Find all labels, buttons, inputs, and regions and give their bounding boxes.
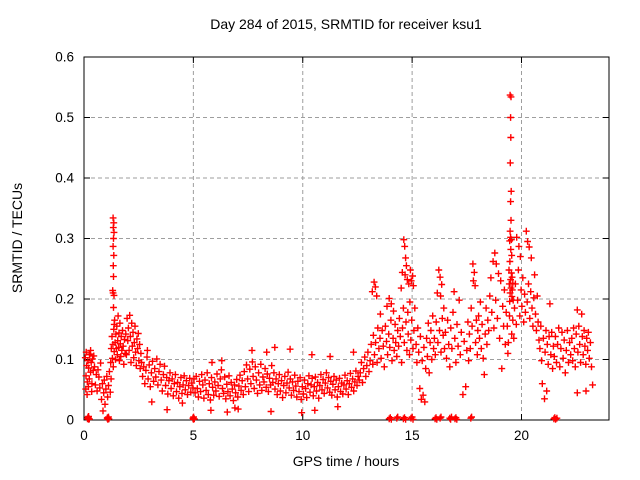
y-tick-label: 0 bbox=[66, 413, 74, 428]
x-tick-label: 15 bbox=[405, 428, 420, 443]
x-axis-label: GPS time / hours bbox=[293, 453, 400, 469]
y-tick-label: 0.1 bbox=[55, 352, 74, 367]
y-tick-label: 0.2 bbox=[55, 292, 74, 307]
y-tick-label: 0.4 bbox=[55, 171, 74, 186]
gridlines bbox=[84, 57, 609, 420]
x-tick-label: 10 bbox=[295, 428, 310, 443]
tick-labels: 0 5 10 15 20 0 0.1 0.2 0.3 0.4 0.5 0.6 bbox=[55, 50, 529, 444]
x-tick-label: 20 bbox=[514, 428, 529, 443]
y-tick-label: 0.5 bbox=[55, 110, 74, 125]
x-tick-label: 0 bbox=[80, 428, 88, 443]
y-axis-label: SRMTID / TECUs bbox=[9, 183, 25, 293]
chart-title: Day 284 of 2015, SRMTID for receiver ksu… bbox=[210, 16, 482, 32]
y-tick-label: 0.3 bbox=[55, 231, 74, 246]
plot-border bbox=[83, 56, 610, 421]
data-points bbox=[81, 91, 596, 423]
y-tick-label: 0.6 bbox=[55, 50, 74, 65]
x-tick-label: 5 bbox=[190, 428, 198, 443]
